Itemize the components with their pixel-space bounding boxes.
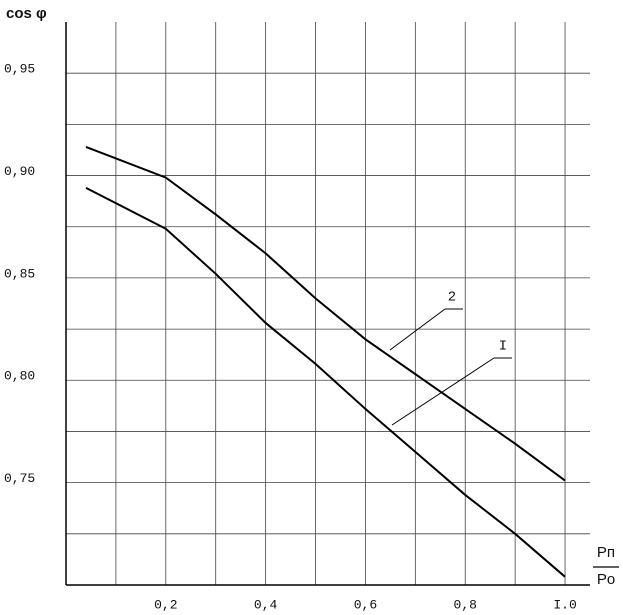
x-axis-label-denominator: Po [597,571,615,588]
leader-line [389,308,446,351]
curve [85,186,566,578]
curve-label: 2 [448,290,456,306]
curve [85,145,566,482]
x-tick-label: I.0 [553,597,576,612]
y-axis-label: cos φ [6,5,47,22]
y-tick-label: 0,80 [4,369,35,384]
curve-label: I [499,339,507,355]
y-tick-label: 0,90 [4,164,35,179]
x-tick-label: 0,2 [154,597,177,612]
x-tick-label: 0,6 [354,597,377,612]
y-tick-label: 0,85 [4,266,35,281]
x-tick-label: 0,4 [254,597,278,612]
leader-line [391,357,495,426]
y-tick-label: 0,75 [4,471,35,486]
x-tick-label: 0,8 [454,597,477,612]
y-tick-label: 0,95 [4,62,35,77]
x-axis-label-numerator: Pп [597,544,615,561]
